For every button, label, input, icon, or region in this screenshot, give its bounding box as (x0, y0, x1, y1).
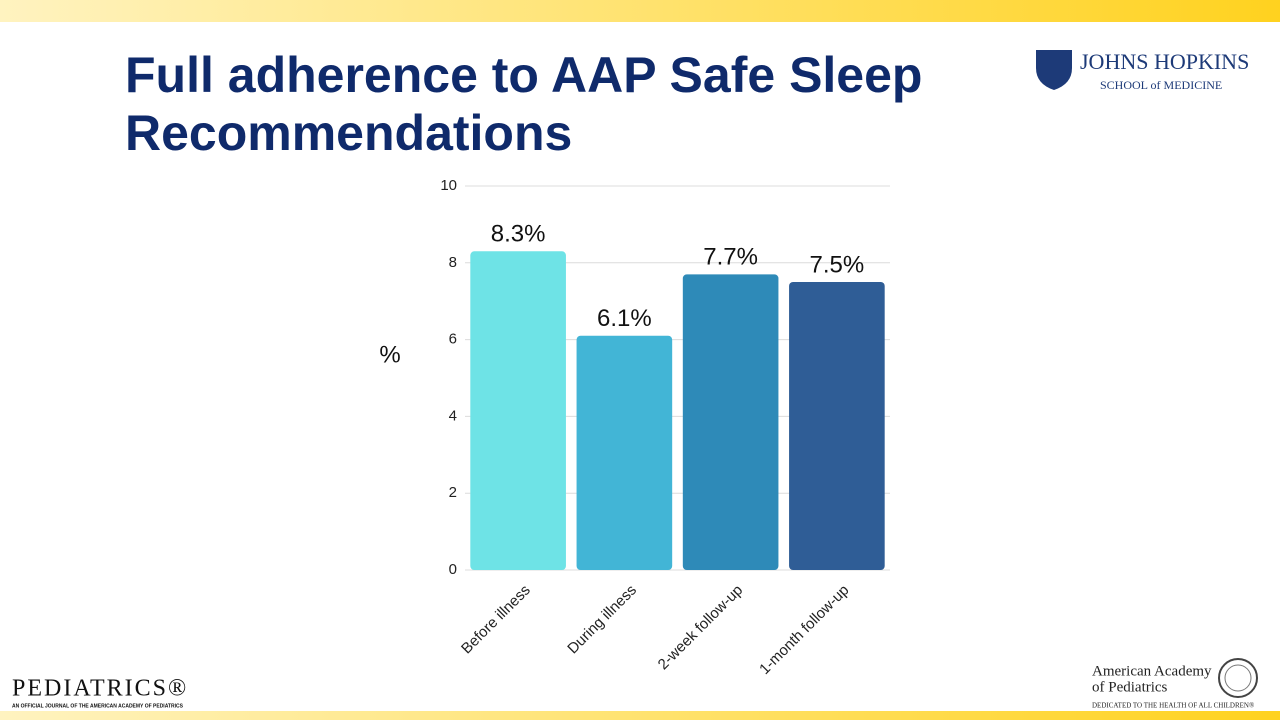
bar (789, 282, 885, 570)
y-tick-label: 2 (449, 484, 457, 501)
aap-tagline: DEDICATED TO THE HEALTH OF ALL CHILDREN® (1092, 702, 1255, 710)
top-band (0, 0, 1280, 22)
y-tick-label: 0 (449, 561, 457, 578)
aap-seal (1218, 658, 1258, 698)
x-tick-label: 2-week follow-up (655, 582, 747, 674)
bar (576, 335, 673, 570)
aap-line2: of Pediatrics (1092, 679, 1168, 695)
data-label: 8.3% (491, 221, 546, 248)
y-tick-label: 4 (449, 407, 457, 424)
aap-line1: American Academy (1092, 663, 1212, 679)
hopkins-shield (1036, 50, 1072, 90)
data-label: 7.5% (810, 251, 865, 278)
bottom-band (0, 711, 1280, 720)
pediatrics-logo: PEDIATRICS® (12, 676, 188, 702)
aap-seal-inner (1224, 664, 1252, 692)
y-tick-label: 10 (440, 177, 457, 194)
y-tick-label: 6 (449, 331, 457, 348)
y-axis-label: % (379, 341, 400, 368)
bar (682, 274, 779, 570)
y-tick-label: 8 (449, 254, 457, 271)
chart-title: Full adherence to AAP Safe Sleep Recomme… (125, 47, 923, 161)
x-tick-label: Before illness (458, 582, 534, 658)
hopkins-name: JOHNS HOPKINS (1080, 49, 1249, 74)
pediatrics-sub: AN OFFICIAL JOURNAL OF THE AMERICAN ACAD… (12, 703, 184, 709)
hopkins-school: SCHOOL of MEDICINE (1100, 78, 1222, 92)
data-label: 7.7% (703, 244, 758, 271)
x-tick-label: 1-month follow-up (756, 582, 852, 678)
data-label: 6.1% (597, 305, 652, 332)
x-tick-label: During illness (564, 582, 640, 658)
bar (470, 251, 566, 570)
